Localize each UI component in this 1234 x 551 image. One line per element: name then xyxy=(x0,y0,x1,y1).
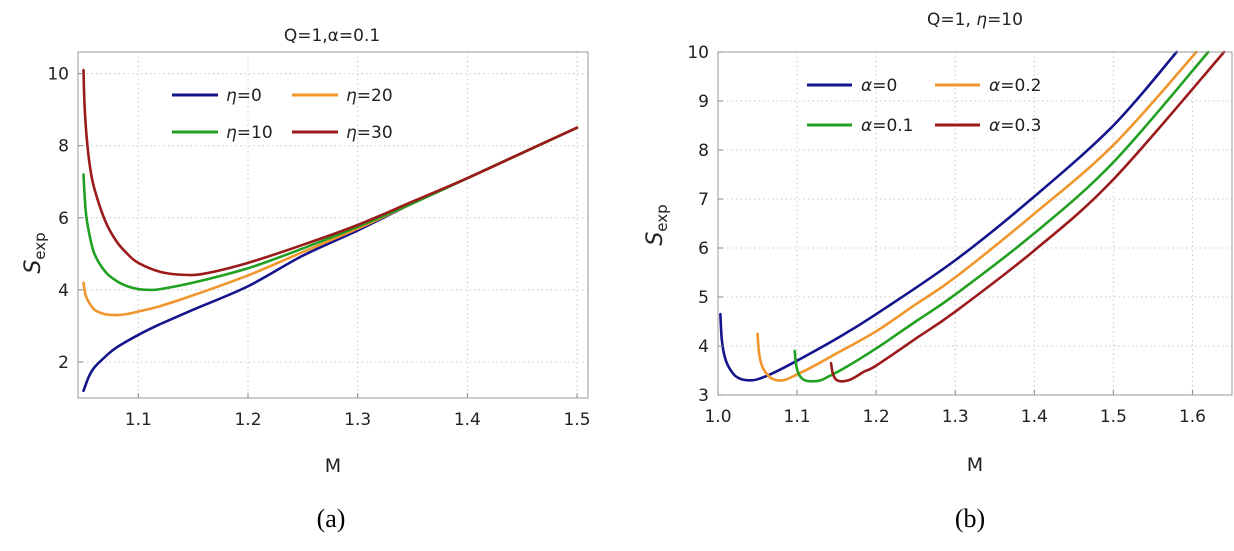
x-ticks-b: 1.0 1.1 1.2 1.3 1.4 1.5 1.6 xyxy=(704,390,1206,427)
x-tick-label-b-2: 1.2 xyxy=(863,407,890,427)
y-tick-label-a-4: 10 xyxy=(47,65,69,85)
y-tick-label-a-0: 2 xyxy=(58,353,69,373)
y-axis-label-b: Sexp xyxy=(643,204,671,245)
y-tick-label-b-2: 5 xyxy=(698,288,709,308)
series-line-b-0 xyxy=(719,50,1178,382)
series-line-a-0 xyxy=(82,126,579,393)
y-tick-label-b-1: 4 xyxy=(698,337,709,357)
x-tick-label-b-4: 1.4 xyxy=(1021,407,1048,427)
legend-label-b-0: α=0 xyxy=(861,76,897,96)
y-tick-label-a-1: 4 xyxy=(58,281,69,301)
x-tick-label-a-4: 1.5 xyxy=(564,410,591,430)
x-tick-label-a-1: 1.2 xyxy=(234,410,261,430)
legend-label-b-1: α=0.2 xyxy=(989,76,1042,96)
legend-a: η=0 η=20 η=10 η=30 xyxy=(172,86,393,143)
chart-title-a: Q=1,α=0.1 xyxy=(284,26,380,46)
x-tick-label-b-6: 1.6 xyxy=(1179,407,1206,427)
series-lines-b xyxy=(719,50,1226,383)
x-tick-label-a-3: 1.4 xyxy=(454,410,481,430)
legend-label-b-2: α=0.1 xyxy=(861,116,914,136)
y-tick-label-b-3: 6 xyxy=(698,239,709,259)
legend-label-b-3: α=0.3 xyxy=(989,116,1042,136)
legend-label-a-2: η=10 xyxy=(226,123,273,143)
caption-b: (b) xyxy=(955,504,985,533)
x-tick-label-b-1: 1.1 xyxy=(784,407,811,427)
plot-frame-a xyxy=(77,51,589,399)
series-lines-a xyxy=(82,68,579,393)
x-tick-label-b-5: 1.5 xyxy=(1100,407,1127,427)
legend-label-a-1: η=20 xyxy=(346,86,393,106)
legend-label-a-0: η=0 xyxy=(226,86,262,106)
series-line-b-1 xyxy=(756,50,1198,382)
y-tick-label-b-5: 8 xyxy=(698,141,709,161)
y-tick-label-b-6: 9 xyxy=(698,92,709,112)
x-tick-label-b-0: 1.0 xyxy=(704,407,731,427)
chart-panel-b: Q=1, η=10 1.0 1.1 1.2 1.3 1.4 1.5 1.6 3 4 5 6 7 8 9 1… xyxy=(643,10,1233,533)
series-line-a-2 xyxy=(82,126,579,292)
series-line-a-1 xyxy=(82,126,579,317)
series-line-b-3 xyxy=(829,50,1226,383)
x-axis-label-a: M xyxy=(325,455,341,477)
plot-frame-b xyxy=(717,51,1233,396)
x-tick-label-a-2: 1.3 xyxy=(344,410,371,430)
legend-b: α=0 α=0.2 α=0.1 α=0.3 xyxy=(807,76,1042,136)
chart-title-b: Q=1, η=10 xyxy=(927,10,1023,30)
grid-b xyxy=(717,51,1232,396)
y-ticks-b: 3 4 5 6 7 8 9 10 xyxy=(687,43,723,406)
y-ticks-a: 2 4 6 8 10 xyxy=(47,65,83,373)
x-ticks-a: 1.1 1.2 1.3 1.4 1.5 xyxy=(125,393,591,430)
x-tick-label-a-0: 1.1 xyxy=(125,410,152,430)
caption-a: (a) xyxy=(317,504,346,533)
series-line-a-3 xyxy=(82,68,579,277)
x-tick-label-b-3: 1.3 xyxy=(942,407,969,427)
y-tick-label-b-4: 7 xyxy=(698,190,709,210)
x-axis-label-b: M xyxy=(967,454,983,476)
grid-a xyxy=(78,52,588,398)
y-axis-label-a: Sexp xyxy=(21,232,49,273)
legend-label-a-3: η=30 xyxy=(346,123,393,143)
y-tick-label-b-7: 10 xyxy=(687,43,709,63)
y-tick-label-a-3: 8 xyxy=(58,137,69,157)
series-line-b-2 xyxy=(793,50,1210,383)
y-tick-label-b-0: 3 xyxy=(698,386,709,406)
y-tick-label-a-2: 6 xyxy=(58,209,69,229)
